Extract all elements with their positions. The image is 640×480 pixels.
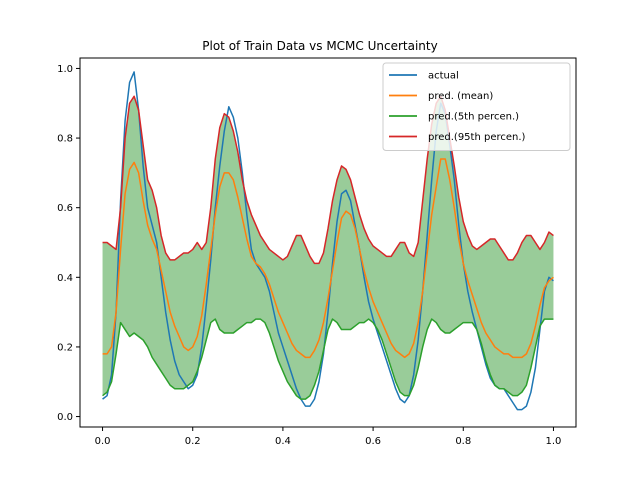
chart-title: Plot of Train Data vs MCMC Uncertainty (202, 39, 437, 53)
uncertainty-band (102, 96, 554, 400)
x-tick-label: 0.8 (455, 436, 471, 447)
x-tick-label: 0.2 (185, 436, 201, 447)
axes-frame (79, 57, 577, 428)
y-tick-label: 0.2 (57, 342, 73, 353)
series-line-1 (102, 158, 554, 359)
y-axis: 0.0 0.2 0.4 0.6 0.8 1.0 (57, 64, 80, 423)
legend-box (382, 62, 571, 151)
series-line-3 (102, 95, 554, 265)
plot-area (102, 71, 554, 411)
x-tick-label: 0.0 (95, 436, 111, 447)
y-tick-label: 1.0 (57, 64, 73, 75)
x-tick-label: 0.6 (365, 436, 381, 447)
y-tick-label: 0.0 (57, 412, 73, 423)
x-tick-label: 1.0 (546, 436, 562, 447)
legend-label-1: pred. (mean) (428, 91, 493, 102)
legend: actual pred. (mean) pred.(5th percen.) pred… (382, 62, 571, 151)
legend-label-0: actual (428, 71, 459, 82)
series-line-2 (102, 318, 554, 400)
x-tick-label: 0.4 (275, 436, 291, 447)
y-tick-label: 0.4 (57, 273, 73, 284)
x-axis: 0.0 0.2 0.4 0.6 0.8 1.0 (95, 427, 562, 447)
legend-label-2: pred.(5th percen.) (428, 112, 519, 123)
y-tick-label: 0.6 (57, 203, 73, 214)
y-tick-label: 0.8 (57, 134, 73, 145)
legend-label-3: pred.(95th percen.) (428, 132, 526, 143)
